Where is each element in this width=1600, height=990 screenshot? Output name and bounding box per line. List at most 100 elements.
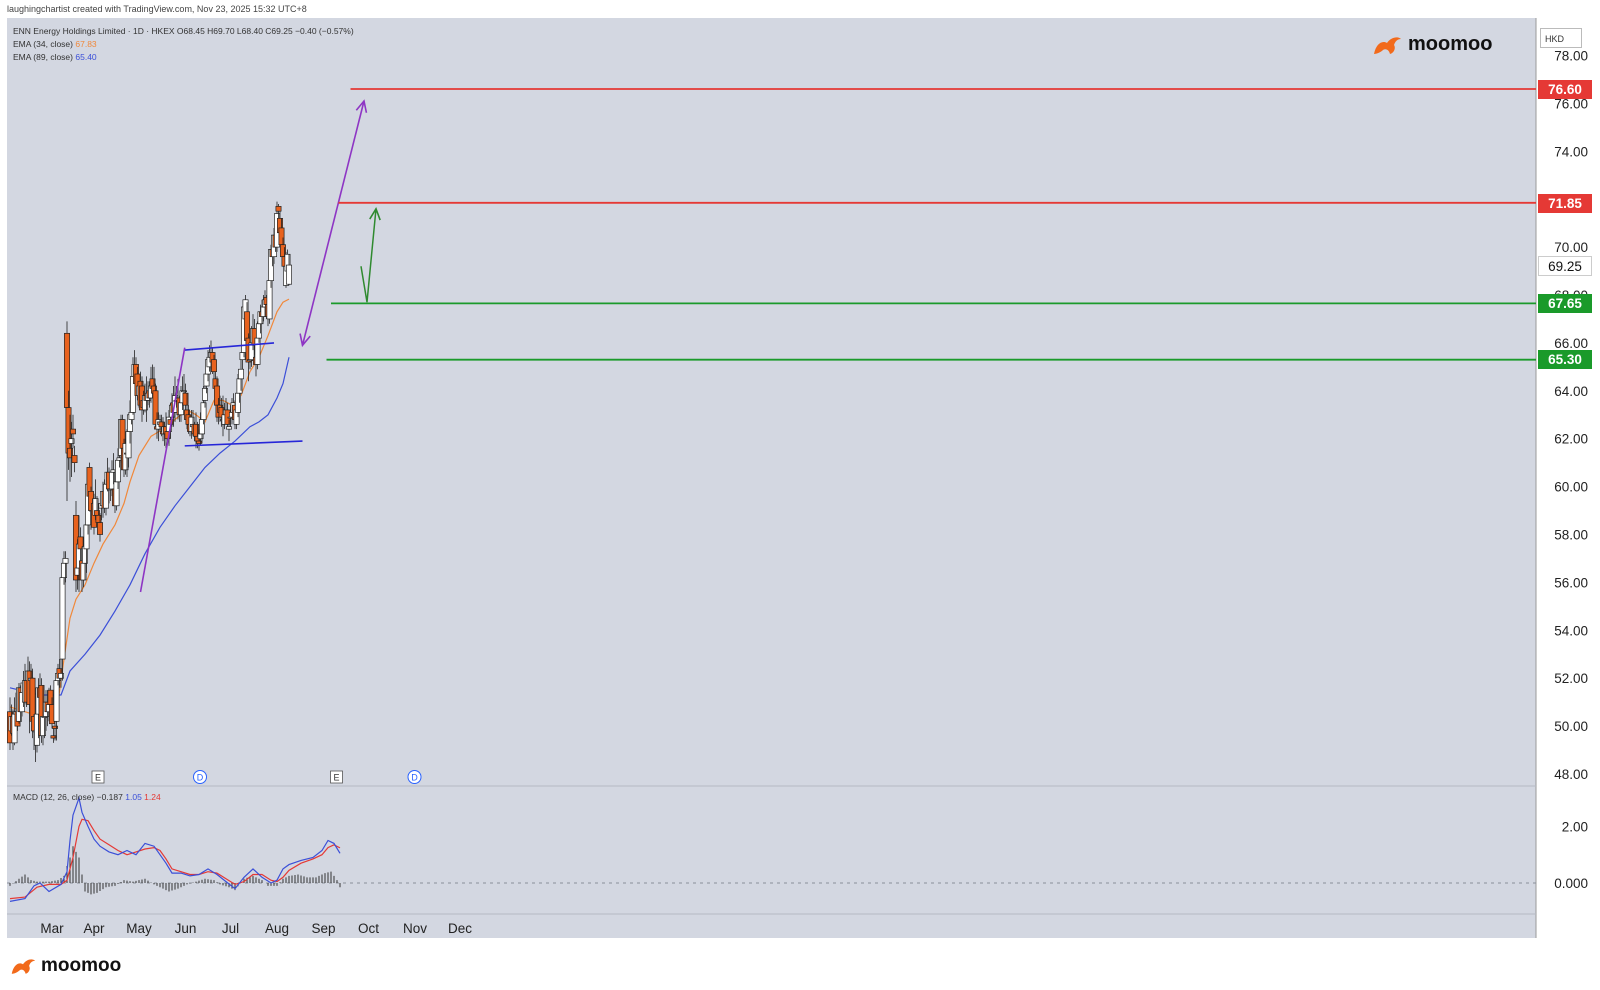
time-tick-label: Jun <box>175 921 197 936</box>
candle-down <box>196 440 202 444</box>
currency-label[interactable]: HKD <box>1540 28 1582 48</box>
time-tick-label: Mar <box>40 921 64 936</box>
dividend-marker <box>407 770 422 784</box>
macd-pane <box>9 795 341 902</box>
price-tick-label: 60.00 <box>1554 480 1588 495</box>
last-price-tag: 69.25 <box>1538 256 1592 276</box>
macd-legend[interactable]: MACD (12, 26, close) −0.187 1.05 1.24 <box>13 792 161 802</box>
candle-up <box>202 388 208 401</box>
bull-logo-icon <box>1374 36 1401 54</box>
macd-signal-value: 1.24 <box>144 792 161 802</box>
candle-up <box>68 438 75 444</box>
drawing-annotations <box>139 88 1536 593</box>
macd-tick-label: 0.000 <box>1554 876 1588 891</box>
time-tick-label: Apr <box>83 921 105 936</box>
time-tick-label: Dec <box>448 921 472 936</box>
time-tick-label: Jul <box>222 921 239 936</box>
candle-up <box>53 680 60 722</box>
trend-arrow-2 <box>301 100 365 346</box>
price-tick-label: 66.00 <box>1554 336 1588 351</box>
price-tick-label: 76.00 <box>1554 96 1588 111</box>
ema89-value: 65.40 <box>75 52 97 62</box>
candle-down <box>158 421 165 428</box>
time-tick-label: Oct <box>358 921 379 936</box>
price-tag-71-85: 71.85 <box>1538 194 1592 213</box>
price-tick-label: 74.00 <box>1554 144 1588 159</box>
macd-hist-value: −0.187 <box>96 792 123 802</box>
price-tag-76-60: 76.60 <box>1538 80 1592 99</box>
ema34-value: 67.83 <box>75 39 97 49</box>
event-marker-label: D <box>197 773 204 783</box>
candle-down <box>152 390 159 425</box>
candle-up <box>62 558 69 564</box>
price-tick-label: 50.00 <box>1554 719 1588 734</box>
dividend-marker <box>193 770 207 784</box>
trend-arrow-head <box>355 99 368 113</box>
time-tick-label: May <box>126 921 152 936</box>
candlestick-series <box>7 201 292 763</box>
macd-line-value: 1.05 <box>125 792 142 802</box>
price-tick-label: 52.00 <box>1554 671 1588 686</box>
price-tick-label: 54.00 <box>1554 623 1588 638</box>
ema34-label: EMA (34, close) <box>13 39 73 49</box>
candle-up <box>286 264 292 285</box>
candle-down <box>67 447 73 459</box>
candle-down <box>211 359 217 372</box>
macd-label: MACD (12, 26, close) <box>13 792 95 802</box>
trend-line-1 <box>139 347 186 593</box>
candle-down <box>97 522 103 535</box>
price-tick-label: 48.00 <box>1554 767 1588 782</box>
event-marker-label: E <box>333 773 339 783</box>
earnings-marker <box>91 770 105 784</box>
time-tick-label: Aug <box>265 921 289 936</box>
symbol-line: ENN Energy Holdings Limited · 1D · HKEX … <box>13 26 354 36</box>
price-tick-label: 78.00 <box>1554 49 1588 64</box>
earnings-marker <box>330 770 343 784</box>
candle-up <box>238 368 244 380</box>
channel-top-line <box>184 342 275 351</box>
price-tick-label: 58.00 <box>1554 528 1588 543</box>
price-tick-label: 70.00 <box>1554 240 1588 255</box>
candle-up <box>58 673 64 679</box>
price-tick-label: 56.00 <box>1554 575 1588 590</box>
macd-line-path <box>9 795 341 902</box>
macd-tick-label: 2.00 <box>1562 819 1588 834</box>
ema34-legend[interactable]: EMA (34, close) 67.83 <box>13 39 97 49</box>
candle-down <box>71 455 78 463</box>
event-marker-label: E <box>95 773 101 783</box>
chart-background <box>7 18 1536 938</box>
ema89-path <box>9 357 290 696</box>
price-tick-label: 62.00 <box>1554 432 1588 447</box>
projection-path <box>360 208 377 303</box>
ema89-line <box>9 357 290 696</box>
moomoo-logo-top: moomoo <box>1372 33 1492 56</box>
time-axis-ticks: Mar Apr May Jun Jul Aug Sep Oct Nov Dec <box>40 921 472 936</box>
candle-down <box>70 428 76 435</box>
created-by-text: laughingchartist created with TradingVie… <box>7 4 307 14</box>
price-tag-65-30: 65.30 <box>1538 350 1592 369</box>
time-tick-label: Sep <box>311 921 335 936</box>
brand-name-footer: moomoo <box>41 955 122 976</box>
price-axis-area <box>1536 18 1600 938</box>
candle-down <box>275 206 282 212</box>
event-marker-label: D <box>411 773 418 783</box>
price-tag-67-65: 67.65 <box>1538 294 1592 313</box>
macd-signal-path <box>9 818 341 900</box>
symbol-legend: ENN Energy Holdings Limited · 1D · HKEX … <box>13 26 354 36</box>
candle-down <box>52 725 58 729</box>
candle-up <box>181 390 187 393</box>
ema89-legend[interactable]: EMA (89, close) 65.40 <box>13 52 97 62</box>
price-tick-label: 64.00 <box>1554 384 1588 399</box>
ema89-label: EMA (89, close) <box>13 52 73 62</box>
time-tick-label: Nov <box>403 921 427 936</box>
projection-arrow-head <box>369 206 381 221</box>
moomoo-logo-footer: moomoo <box>10 955 121 977</box>
channel-bottom-line <box>184 440 303 447</box>
bull-logo-icon <box>11 959 36 974</box>
candle-up <box>59 577 66 660</box>
candle-down <box>182 392 189 406</box>
trend-arrow-tail-head <box>299 333 311 348</box>
brand-name: moomoo <box>1408 33 1493 55</box>
